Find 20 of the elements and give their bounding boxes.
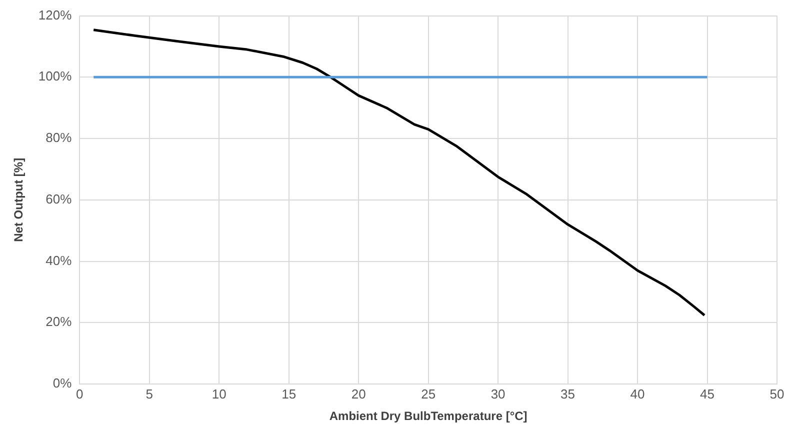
y-tick-label: 0% xyxy=(52,376,72,391)
y-tick-label: 60% xyxy=(46,191,72,206)
x-tick-label: 30 xyxy=(490,386,506,402)
x-tick-label: 10 xyxy=(212,386,226,402)
y-tick-label: 20% xyxy=(46,314,72,330)
x-tick-label: 35 xyxy=(560,386,576,402)
x-tick-label: 25 xyxy=(421,386,436,402)
x-axis-title: Ambient Dry BulbTemperature [°C] xyxy=(329,409,528,424)
y-tick-label: 120% xyxy=(38,7,72,22)
x-tick-label: 45 xyxy=(700,386,714,402)
y-tick-label: 80% xyxy=(46,130,72,146)
x-tick-label: 5 xyxy=(146,386,153,402)
x-tick-label: 0 xyxy=(76,386,84,402)
x-tick-label: 50 xyxy=(770,386,784,402)
x-tick-label: 20 xyxy=(351,386,366,402)
x-tick-label: 15 xyxy=(282,386,296,402)
y-tick-label: 100% xyxy=(38,68,72,84)
x-tick-label: 40 xyxy=(630,386,645,402)
y-axis-title: Net Output [%] xyxy=(12,158,26,242)
y-tick-label: 40% xyxy=(46,252,72,268)
